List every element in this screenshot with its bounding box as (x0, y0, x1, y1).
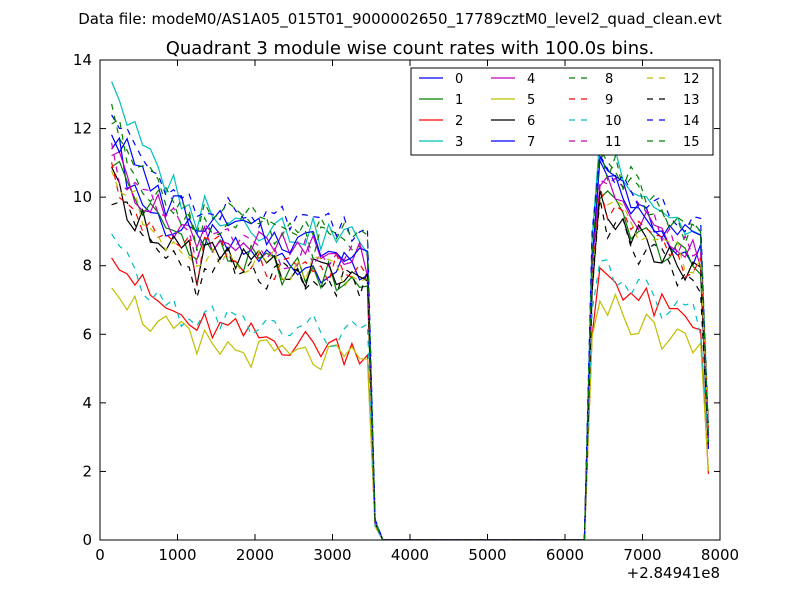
y-tick-label: 12 (73, 120, 92, 138)
x-tick-label: 6000 (546, 546, 584, 564)
legend-label-12: 12 (683, 72, 700, 87)
series-line-14 (111, 114, 709, 540)
legend-label-15: 15 (683, 135, 700, 150)
legend-label-10: 10 (605, 114, 622, 129)
legend-label-7: 7 (527, 135, 535, 150)
y-tick-label: 8 (82, 257, 92, 275)
axes-frame (99, 59, 721, 541)
legend-label-8: 8 (605, 72, 613, 87)
x-tick-label: 7000 (623, 546, 661, 564)
x-tick-label: 3000 (313, 546, 351, 564)
x-tick-label: 5000 (468, 546, 506, 564)
x-offset-label: +2.84941e8 (627, 564, 720, 582)
series-line-2 (111, 257, 709, 540)
legend-label-9: 9 (605, 93, 613, 108)
legend-label-3: 3 (455, 135, 463, 150)
series-line-1 (111, 160, 709, 540)
series-line-9 (111, 162, 709, 540)
legend-label-6: 6 (527, 114, 535, 129)
legend-label-1: 1 (455, 93, 463, 108)
x-tick-label: 2000 (236, 546, 274, 564)
axis-ticks: 0 1000 2000 3000 4000 5000 6000 7000 80000246810… (73, 51, 739, 564)
series-line-5 (111, 287, 709, 540)
chart-title: Quadrant 3 module wise count rates with … (166, 38, 655, 59)
series-line-8 (111, 118, 709, 540)
y-tick-label: 14 (73, 51, 92, 69)
y-tick-label: 10 (73, 188, 92, 206)
legend-label-11: 11 (605, 135, 622, 150)
x-tick-label: 1000 (158, 546, 196, 564)
series-line-15 (111, 103, 709, 540)
x-tick-label: 8000 (701, 546, 739, 564)
series-line-7 (111, 134, 709, 540)
y-tick-label: 4 (82, 394, 92, 412)
series-line-11 (111, 142, 709, 540)
series-line-12 (111, 170, 709, 540)
x-tick-label: 0 (95, 546, 105, 564)
x-tick-label: 4000 (391, 546, 429, 564)
y-tick-label: 2 (82, 462, 92, 480)
chart-suptitle: Data file: modeM0/AS1A05_015T01_90000026… (78, 10, 722, 29)
legend-label-0: 0 (455, 72, 463, 87)
legend-label-2: 2 (455, 114, 463, 129)
legend-label-13: 13 (683, 93, 700, 108)
y-tick-label: 6 (82, 325, 92, 343)
legend-label-4: 4 (527, 72, 535, 87)
series-line-13 (111, 198, 709, 540)
legend-label-5: 5 (527, 93, 535, 108)
legend-label-14: 14 (683, 114, 700, 129)
y-tick-label: 0 (82, 531, 92, 549)
series-layer (111, 81, 709, 540)
